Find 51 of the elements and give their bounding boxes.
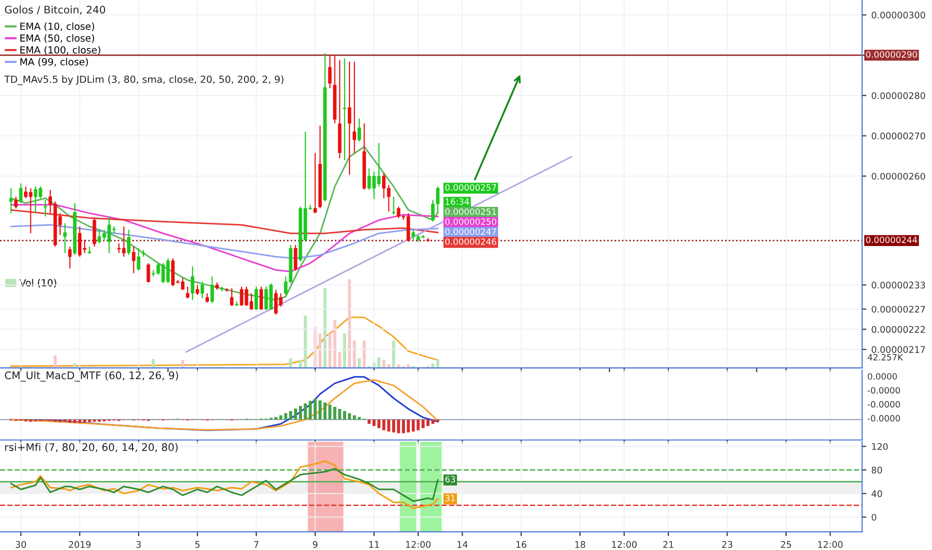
- y-tick-label: 120: [872, 443, 888, 450]
- ref-line-label: 0.00000290: [866, 51, 918, 58]
- y-tick-label: 0.00000260: [872, 172, 926, 180]
- legend-label: EMA (100, close): [20, 46, 100, 55]
- legend-label: EMA (50, close): [20, 34, 94, 43]
- x-tick-label: 23: [722, 541, 732, 548]
- annotation: TD_MAv5.5 by JDLim (3, 80, sma, close, 20, 50, 200, 2, 9): [4, 75, 284, 86]
- data-label: 0.00000246: [445, 238, 496, 245]
- x-tick-label: 12:00: [406, 541, 431, 548]
- data-label: 31: [445, 494, 455, 502]
- x-tick-label: 2019: [68, 541, 91, 548]
- y-tick-label: 0.00000300: [872, 12, 926, 18]
- x-tick-label: 3: [136, 541, 141, 548]
- x-tick-label: 11: [369, 541, 379, 548]
- x-tick-label: 21: [663, 541, 674, 548]
- text: 42.257K: [868, 354, 904, 361]
- x-tick-label: 5: [195, 541, 200, 548]
- chart-title: rsi+Mfi (7, 80, 20, 60, 14, 20, 80): [5, 443, 178, 452]
- data-label: 0.00000250: [445, 218, 496, 225]
- annotation: 0.00000257: [445, 184, 496, 191]
- x-tick-label: 18: [575, 541, 586, 548]
- annotation: 16:34: [446, 198, 470, 205]
- y-tick-label: 0.00000227: [872, 306, 925, 313]
- x-tick-label: 7: [254, 541, 258, 548]
- x-tick-label: 9: [312, 541, 318, 548]
- data-label: 63: [445, 476, 456, 482]
- data-label: 0.00000251: [445, 208, 496, 215]
- y-tick-label: 0.00000280: [872, 92, 926, 100]
- data-label: 0.00000247: [445, 228, 496, 235]
- chart-title: CM_Ult_MacD_MTF (60, 12, 26, 9): [4, 371, 178, 382]
- x-tick-label: 16: [516, 541, 526, 548]
- y-tick-label: 80: [872, 466, 882, 474]
- text: -0.0000: [868, 387, 900, 394]
- y-tick-label: 0: [872, 514, 876, 521]
- x-tick-label: 12:00: [612, 541, 637, 548]
- legend-label: MA (99, close): [20, 58, 88, 67]
- x-tick-label: 12:00: [818, 541, 843, 548]
- text: -0.0000: [868, 415, 900, 422]
- y-tick-label: 0.00000233: [872, 282, 925, 288]
- y-tick-label: 40: [872, 490, 882, 498]
- y-tick-label: 0.00000217: [872, 346, 925, 353]
- legend-label: EMA (10, close): [20, 22, 94, 32]
- x-tick-label: 30: [16, 541, 26, 548]
- y-tick-label: 0.00000222: [872, 326, 925, 333]
- x-tick-label: 14: [458, 541, 468, 548]
- y-tick-label: 0.00000270: [872, 132, 926, 140]
- text: -0.0000: [868, 401, 900, 408]
- chart-title: Golos / Bitcoin, 240: [4, 6, 106, 15]
- ref-line-label: 0.00000244: [866, 236, 918, 244]
- text: 0.0000: [868, 373, 897, 380]
- x-tick-label: 25: [780, 541, 792, 548]
